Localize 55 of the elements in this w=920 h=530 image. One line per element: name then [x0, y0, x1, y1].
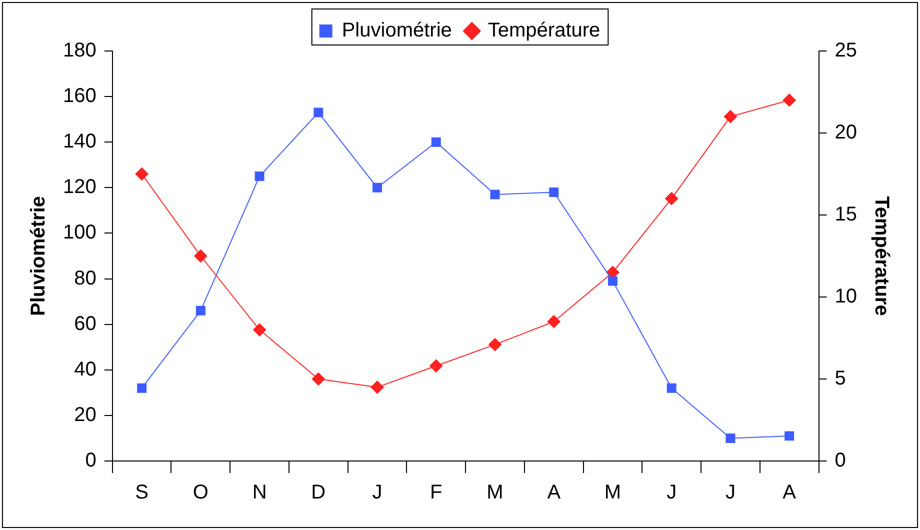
y-tick-label: 20: [74, 404, 96, 426]
legend-label: Pluviométrie: [342, 20, 452, 42]
x-tick-label: S: [135, 482, 148, 504]
y-axis-title: Pluviométrie: [28, 196, 50, 316]
point: [372, 182, 382, 192]
point: [608, 276, 618, 286]
point: [726, 433, 736, 443]
y-tick-label: 120: [62, 176, 96, 198]
point: [431, 137, 441, 147]
y2-axis-title: Température: [870, 196, 892, 316]
point: [253, 323, 266, 336]
point: [194, 250, 208, 262]
y2-tick-label: 25: [834, 40, 858, 62]
point: [196, 306, 206, 316]
y2-tick-label: 15: [834, 204, 858, 226]
x-tick-label: J: [372, 482, 382, 504]
y-tick-label: 100: [62, 222, 96, 244]
y-tick-label: 140: [62, 130, 96, 153]
point: [137, 383, 147, 393]
y-tick-label: 60: [74, 312, 96, 335]
y-tick-label: 80: [74, 267, 96, 290]
x-tick-label: D: [311, 482, 326, 504]
y-tick-label: 180: [62, 40, 96, 62]
x-tick-label: A: [782, 482, 797, 504]
y2-tick-label: 0: [834, 450, 846, 472]
point: [135, 168, 148, 180]
point: [488, 338, 502, 352]
x-tick-label: O: [192, 482, 208, 504]
y-tick-label: 160: [62, 85, 96, 108]
point: [549, 187, 559, 197]
point: [782, 94, 796, 107]
point: [370, 380, 384, 394]
point: [666, 383, 676, 393]
point: [665, 192, 678, 206]
point: [254, 172, 264, 182]
x-tick-label: J: [725, 482, 736, 504]
point: [547, 315, 560, 328]
x-tick-label: N: [252, 482, 267, 504]
y2-tick-label: 5: [834, 368, 846, 390]
point: [724, 110, 737, 124]
y2-tick-label: 20: [834, 122, 858, 144]
point: [312, 372, 325, 386]
y-tick-label: 40: [74, 358, 96, 380]
legend-label: Température: [488, 20, 600, 42]
point: [314, 108, 324, 118]
x-tick-label: F: [430, 482, 442, 504]
x-tick-label: M: [604, 482, 622, 504]
x-tick-label: A: [547, 482, 562, 504]
point: [490, 190, 500, 200]
y2-tick-label: 10: [834, 286, 858, 308]
point: [430, 359, 443, 372]
x-tick-label: M: [486, 482, 504, 504]
y-tick-label: 0: [85, 450, 96, 472]
x-tick-label: J: [666, 482, 677, 504]
point: [784, 431, 794, 441]
